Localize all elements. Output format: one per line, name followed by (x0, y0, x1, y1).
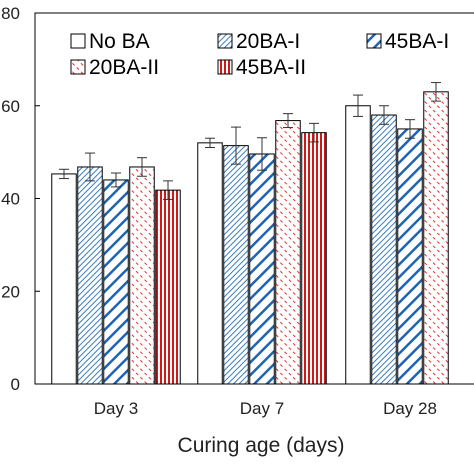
legend: No BA 20BA-I 45BA-I 20BA-II 45BA-II (70, 30, 449, 79)
legend-swatch (366, 33, 382, 49)
y-tick-label: 80 (1, 4, 20, 23)
y-tick-label: 0 (11, 375, 20, 394)
y-tick-label: 20 (1, 282, 20, 301)
legend-swatch (70, 59, 86, 75)
legend-label: 20BA-II (89, 56, 159, 79)
bar (51, 173, 77, 385)
bar (129, 166, 155, 385)
bar (423, 91, 449, 385)
legend-swatch (217, 59, 233, 75)
bar (345, 105, 371, 385)
legend-label: No BA (89, 30, 150, 53)
legend-label: 45BA-I (385, 30, 449, 53)
error-bars (59, 82, 441, 200)
bar (371, 114, 397, 385)
legend-label: 20BA-I (236, 30, 300, 53)
legend-label: 45BA-II (236, 56, 306, 79)
y-tick-label: 40 (1, 190, 20, 209)
x-tick-label: Day 28 (383, 399, 437, 418)
bar (397, 128, 423, 385)
legend-swatch (217, 33, 233, 49)
legend-swatch (70, 33, 86, 49)
bar (197, 142, 223, 385)
x-tick-label: Day 7 (240, 399, 284, 418)
bar (301, 132, 327, 385)
y-tick-label: 60 (1, 97, 20, 116)
x-axis-title: Curing age (days) (178, 434, 345, 457)
bar (155, 189, 181, 385)
bar (249, 153, 275, 385)
bars (51, 91, 449, 385)
bar (103, 179, 129, 385)
x-axis: Day 3 Day 7 Day 28 (94, 399, 437, 418)
bar (223, 145, 249, 385)
bar (77, 166, 103, 385)
bar (275, 120, 301, 385)
x-tick-label: Day 3 (94, 399, 138, 418)
y-axis: 0 20 40 60 80 (1, 4, 40, 394)
